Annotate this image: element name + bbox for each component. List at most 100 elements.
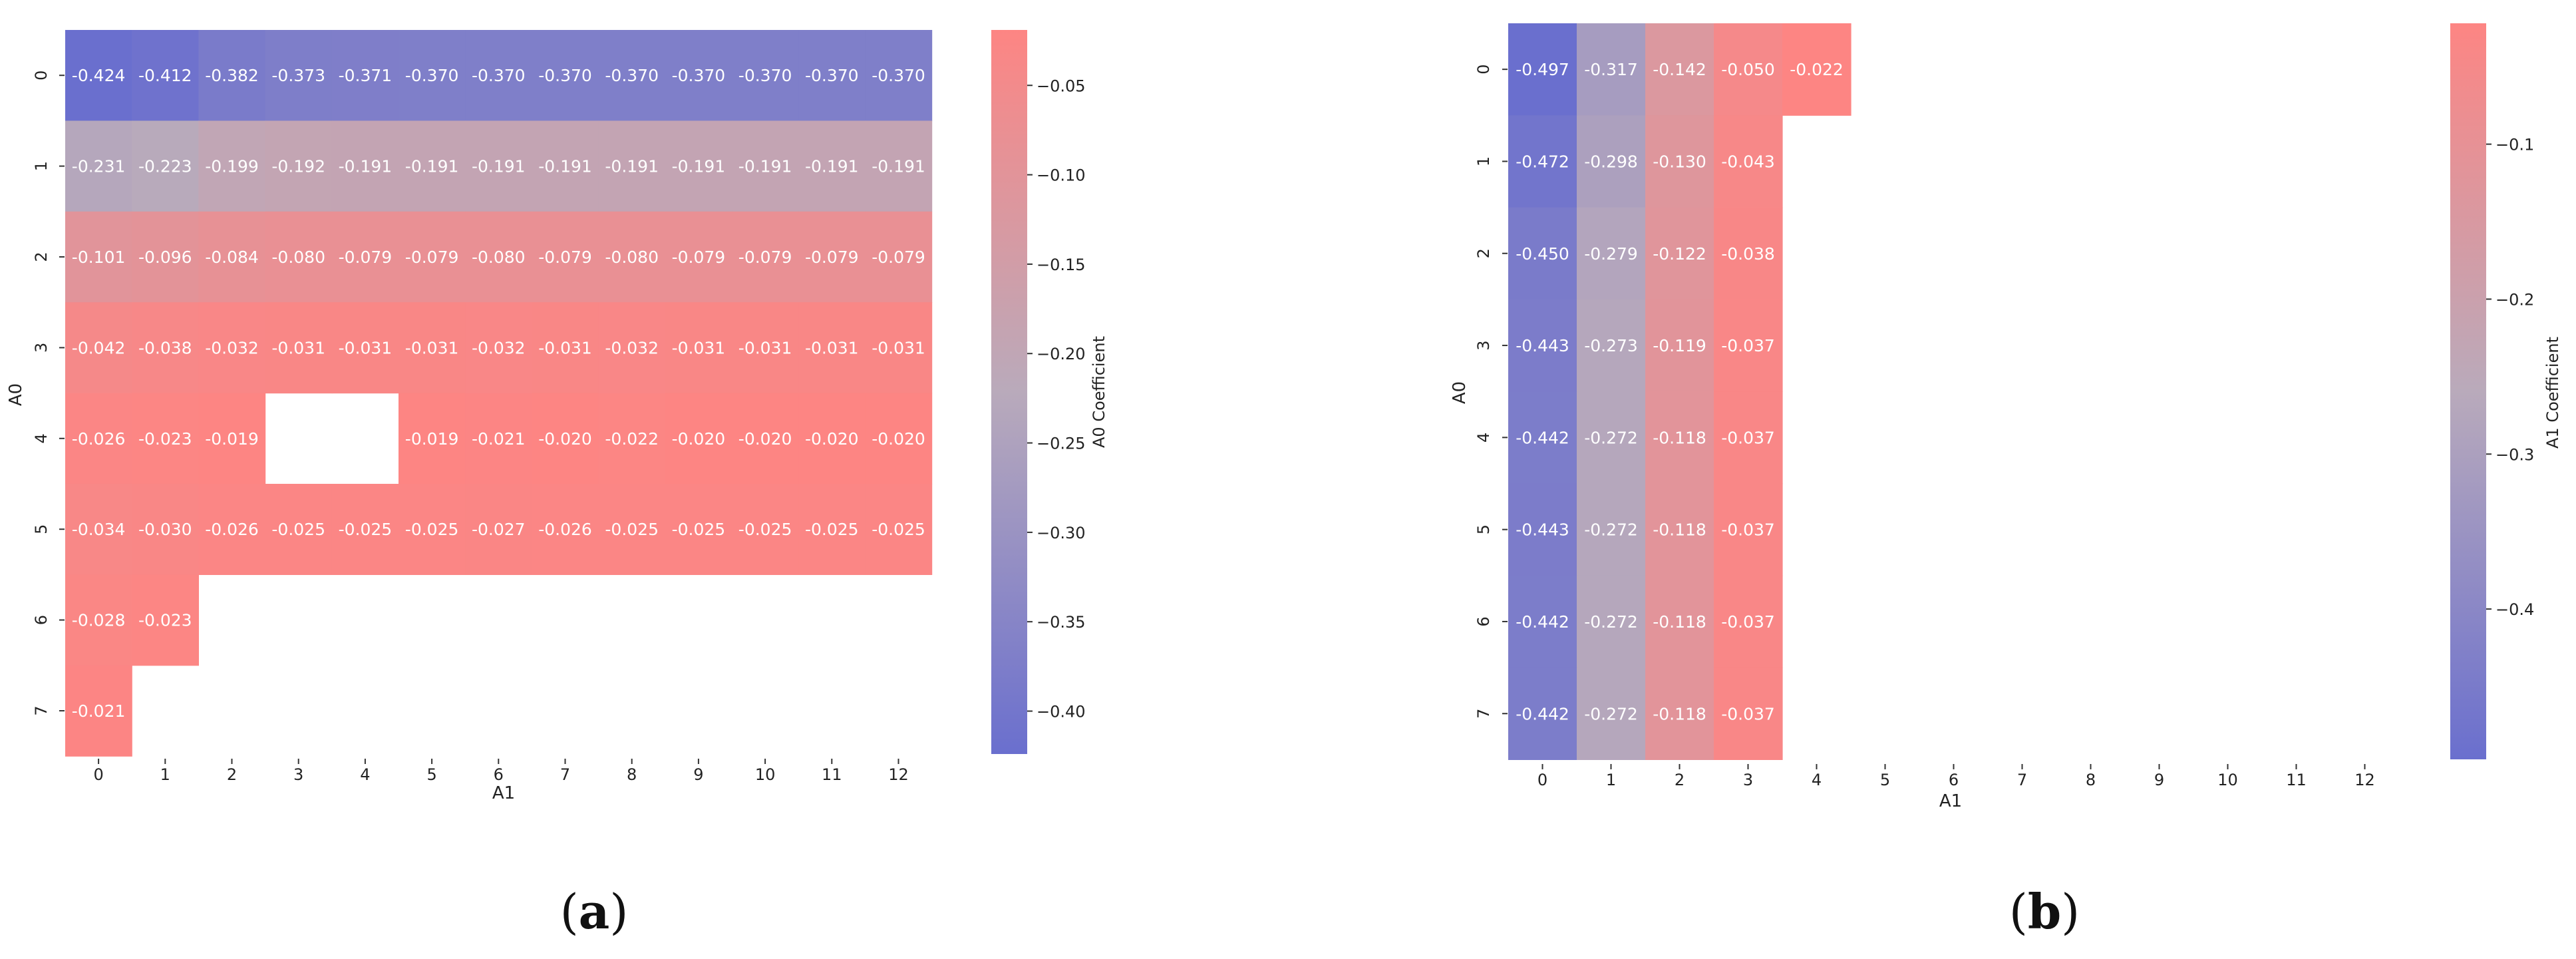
heatmap-cell-value: -0.371 bbox=[339, 66, 393, 85]
heatmap-cell bbox=[798, 302, 866, 394]
heatmap-cell-value: -0.021 bbox=[472, 429, 526, 449]
heatmap-cell-value: -0.272 bbox=[1584, 704, 1638, 723]
colorbar-ticks-b: −0.4 −0.3 −0.2 −0.1 bbox=[2486, 136, 2534, 619]
heatmap-cell bbox=[1508, 391, 1577, 484]
heatmap-cell bbox=[399, 120, 466, 212]
x-axis-title-a: A1 bbox=[492, 783, 515, 803]
x-tick-label: 3 bbox=[293, 765, 303, 784]
heatmap-cell bbox=[65, 484, 132, 575]
heatmap-cell bbox=[1714, 115, 1783, 208]
y-tick-label: 3 bbox=[32, 343, 51, 353]
y-tick-label: 6 bbox=[32, 615, 51, 625]
colorbar-b: −0.4 −0.3 −0.2 −0.1 A1 Coefficient bbox=[2450, 23, 2562, 759]
heatmap-cell bbox=[1645, 115, 1714, 208]
heatmap-cell-value: -0.026 bbox=[538, 520, 592, 539]
heatmap-cell bbox=[1645, 207, 1714, 300]
heatmap-cell-value: -0.231 bbox=[72, 157, 126, 176]
y-tick-label: 3 bbox=[1474, 340, 1493, 350]
heatmap-cell-value: -0.020 bbox=[538, 429, 592, 449]
heatmap-cell bbox=[198, 211, 266, 303]
heatmap-cell-value: -0.370 bbox=[738, 66, 792, 85]
colorbar-tick-label: −0.1 bbox=[2496, 136, 2534, 154]
heatmap-cell-value: -0.032 bbox=[472, 338, 526, 357]
heatmap-cell-value: -0.037 bbox=[1721, 336, 1775, 355]
heatmap-cell-value: -0.119 bbox=[1653, 336, 1706, 355]
heatmap-cell-value: -0.037 bbox=[1721, 520, 1775, 540]
x-tick-label: 10 bbox=[2217, 771, 2238, 789]
heatmap-cell bbox=[132, 302, 199, 394]
y-tick-label: 4 bbox=[32, 433, 51, 443]
heatmap-cell bbox=[865, 484, 933, 575]
heatmap-cell-value: -0.080 bbox=[472, 248, 526, 267]
heatmap-cell-value: -0.028 bbox=[72, 611, 126, 630]
heatmap-cell bbox=[399, 484, 466, 575]
x-tick-label: 6 bbox=[494, 765, 504, 784]
x-tick-label: 9 bbox=[693, 765, 703, 784]
heatmap-cell bbox=[798, 211, 866, 303]
heatmap-cell-value: -0.079 bbox=[872, 248, 925, 267]
heatmap-cell-value: -0.191 bbox=[472, 157, 526, 176]
heatmap-cell-value: -0.370 bbox=[872, 66, 925, 85]
heatmap-cell-value: -0.023 bbox=[138, 611, 192, 630]
heatmap-cell-value: -0.443 bbox=[1516, 520, 1569, 540]
heatmap-cell bbox=[1508, 115, 1577, 208]
heatmap-cell bbox=[1714, 483, 1783, 576]
heatmap-cell-value: -0.101 bbox=[72, 248, 126, 267]
heatmap-cell bbox=[399, 393, 466, 484]
heatmap-cell bbox=[732, 30, 799, 121]
heatmap-cell-value: -0.025 bbox=[672, 520, 726, 539]
heatmap-cell bbox=[1714, 391, 1783, 484]
heatmap-cell-value: -0.199 bbox=[205, 157, 259, 176]
heatmap-cell-value: -0.191 bbox=[538, 157, 592, 176]
y-tick-label: 5 bbox=[32, 524, 51, 534]
heatmap-cell-value: -0.443 bbox=[1516, 336, 1569, 355]
heatmap-cell-value: -0.019 bbox=[205, 429, 259, 449]
heatmap-cell-value: -0.079 bbox=[339, 248, 393, 267]
heatmap-cell-value: -0.026 bbox=[72, 429, 126, 449]
panel-letter-a: a bbox=[579, 883, 610, 940]
x-axis-ticks-b: 0 1 2 3 4 5 6 7 8 9 10 11 12 bbox=[1537, 764, 2375, 789]
heatmap-cell bbox=[331, 302, 399, 394]
heatmap-cell bbox=[399, 211, 466, 303]
colorbar-gradient-b bbox=[2450, 23, 2486, 759]
heatmap-cell-value: -0.038 bbox=[1721, 244, 1775, 264]
heatmap-cell bbox=[665, 211, 732, 303]
heatmap-cell-value: -0.370 bbox=[805, 66, 859, 85]
colorbar-tick-label: −0.30 bbox=[1037, 524, 1086, 542]
heatmap-cell-value: -0.191 bbox=[805, 157, 859, 176]
heatmap-cell bbox=[532, 211, 599, 303]
heatmap-cell-value: -0.370 bbox=[472, 66, 526, 85]
heatmap-cell bbox=[331, 120, 399, 212]
x-tick-label: 5 bbox=[426, 765, 436, 784]
heatmap-cell bbox=[465, 120, 532, 212]
y-tick-label: 7 bbox=[1474, 709, 1493, 719]
heatmap-cell-value: -0.442 bbox=[1516, 428, 1569, 447]
heatmap-cell-value: -0.022 bbox=[605, 429, 659, 449]
heatmap-cell-value: -0.450 bbox=[1516, 244, 1569, 264]
heatmap-cell bbox=[798, 120, 866, 212]
heatmap-cell-value: -0.142 bbox=[1653, 60, 1706, 79]
heatmap-cell-value: -0.037 bbox=[1721, 612, 1775, 632]
heatmap-cell bbox=[65, 120, 132, 212]
panel-letter-b: b bbox=[2028, 883, 2061, 940]
colorbar-tick-label: −0.25 bbox=[1037, 435, 1086, 453]
heatmap-cell-value: -0.272 bbox=[1584, 612, 1638, 632]
heatmap-cell-value: -0.079 bbox=[538, 248, 592, 267]
heatmap-cell-value: -0.191 bbox=[872, 157, 925, 176]
heatmap-cell bbox=[1645, 575, 1714, 668]
heatmap-cell bbox=[1714, 668, 1783, 760]
colorbar-tick-label: −0.20 bbox=[1037, 345, 1086, 363]
heatmap-cell-value: -0.038 bbox=[138, 338, 192, 357]
panel-label-b: (b) bbox=[2009, 883, 2080, 940]
heatmap-cell-value: -0.025 bbox=[738, 520, 792, 539]
heatmap-cell bbox=[1714, 299, 1783, 392]
colorbar-tick-label: −0.10 bbox=[1037, 166, 1086, 185]
heatmap-cell-value: -0.022 bbox=[1790, 60, 1844, 79]
x-tick-label: 8 bbox=[2086, 771, 2096, 789]
x-tick-label: 2 bbox=[1675, 771, 1685, 789]
heatmap-cell bbox=[665, 120, 732, 212]
heatmap-cell-value: -0.026 bbox=[205, 520, 259, 539]
heatmap-cell-value: -0.279 bbox=[1584, 244, 1638, 264]
y-tick-label: 0 bbox=[1474, 65, 1493, 75]
heatmap-cell-value: -0.080 bbox=[605, 248, 659, 267]
